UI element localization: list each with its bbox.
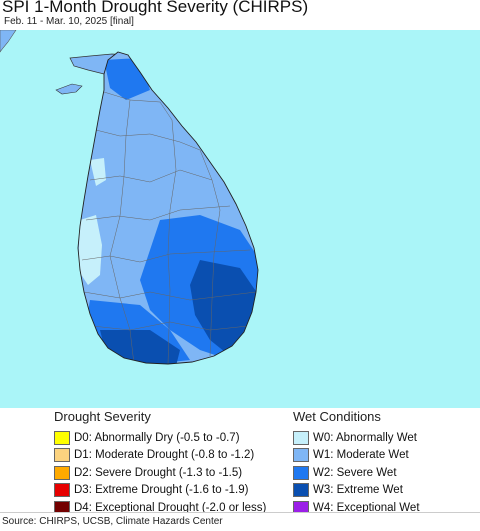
legend-label: W2: Severe Wet bbox=[313, 466, 397, 479]
legend-label: D3: Extreme Drought (-1.6 to -1.9) bbox=[74, 484, 249, 497]
legend-swatch bbox=[293, 448, 309, 463]
legend-swatch bbox=[54, 465, 70, 480]
wet-legend-heading: Wet Conditions bbox=[293, 409, 381, 424]
drought-legend: Drought Severity D0: Abnormally Dry (-0.… bbox=[54, 408, 289, 517]
legend-item-w1: W1: Moderate Wet bbox=[293, 447, 478, 465]
legend-swatch bbox=[54, 448, 70, 463]
district-boundaries bbox=[81, 91, 257, 364]
source-credit: Source: CHIRPS, UCSB, Climate Hazards Ce… bbox=[0, 512, 480, 530]
sri-lanka-outline bbox=[77, 51, 259, 365]
drought-map bbox=[0, 30, 480, 408]
legend-label: D0: Abnormally Dry (-0.5 to -0.7) bbox=[74, 431, 240, 444]
sri-lanka-map-svg bbox=[0, 30, 259, 365]
legend-swatch bbox=[293, 465, 309, 480]
legend-label: D2: Severe Drought (-1.3 to -1.5) bbox=[74, 466, 243, 479]
map-title: SPI 1-Month Drought Severity (CHIRPS) bbox=[2, 0, 309, 16]
mannar-island bbox=[55, 83, 83, 95]
legend-label: W1: Moderate Wet bbox=[313, 449, 409, 462]
legend-swatch bbox=[293, 430, 309, 445]
legend-item-w0: W0: Abnormally Wet bbox=[293, 429, 478, 447]
legend-item-d2: D2: Severe Drought (-1.3 to -1.5) bbox=[54, 464, 289, 482]
map-subtitle: Feb. 11 - Mar. 10, 2025 [final] bbox=[4, 16, 134, 27]
region-w0-northwest bbox=[90, 158, 106, 186]
legend-item-d3: D3: Extreme Drought (-1.6 to -1.9) bbox=[54, 482, 289, 500]
india-landmass bbox=[0, 30, 17, 53]
legend-label: W0: Abnormally Wet bbox=[313, 431, 417, 444]
legend-label: D4: Exceptional Drought (-2.0 or less) bbox=[74, 501, 267, 514]
legend-item-w2: W2: Severe Wet bbox=[293, 464, 478, 482]
legend-label: D1: Moderate Drought (-0.8 to -1.2) bbox=[74, 449, 255, 462]
legend-label: W3: Extreme Wet bbox=[313, 484, 403, 497]
legend-item-d0: D0: Abnormally Dry (-0.5 to -0.7) bbox=[54, 429, 289, 447]
drought-legend-heading: Drought Severity bbox=[54, 409, 151, 424]
wet-legend: Wet Conditions W0: Abnormally Wet W1: Mo… bbox=[293, 408, 478, 517]
legend-swatch bbox=[293, 483, 309, 498]
region-w0-west bbox=[78, 215, 102, 285]
legend-item-w3: W3: Extreme Wet bbox=[293, 482, 478, 500]
legend-item-d1: D1: Moderate Drought (-0.8 to -1.2) bbox=[54, 447, 289, 465]
legend-label: W4: Exceptional Wet bbox=[313, 501, 420, 514]
legend-item-w4: W4: Exceptional Wet bbox=[293, 499, 478, 517]
legend-swatch bbox=[54, 430, 70, 445]
legend-swatch bbox=[54, 483, 70, 498]
